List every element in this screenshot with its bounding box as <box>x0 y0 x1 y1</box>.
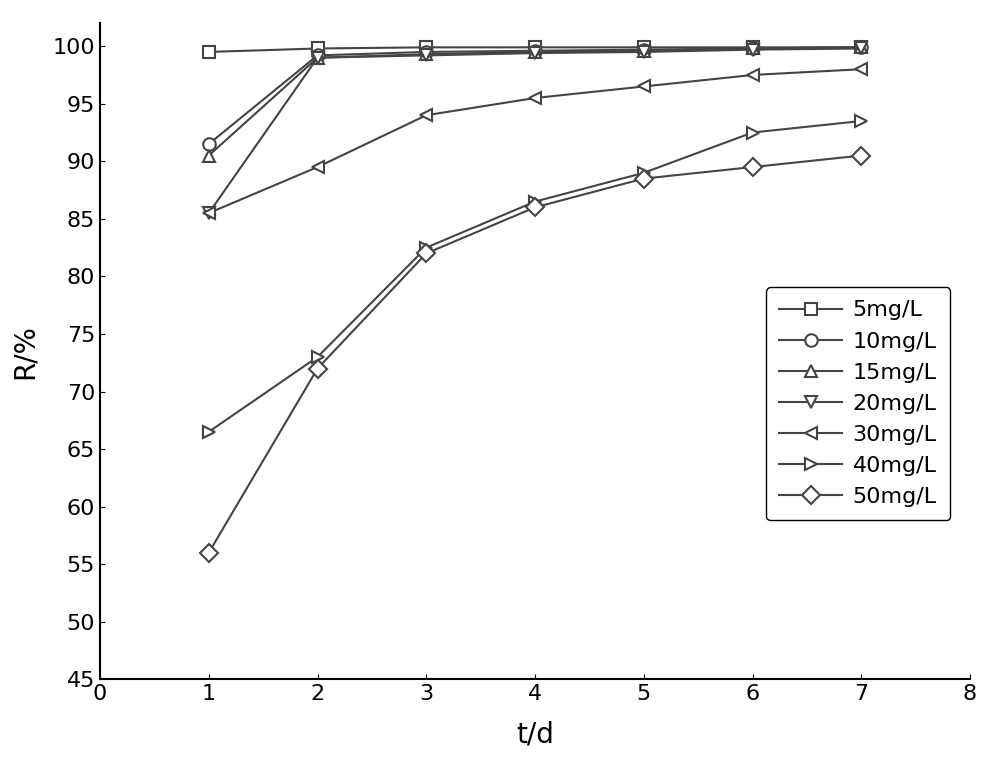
10mg/L <box>855 42 867 52</box>
5mg/L <box>529 42 541 52</box>
15mg/L <box>529 47 541 56</box>
30mg/L <box>746 70 759 80</box>
Line: 30mg/L: 30mg/L <box>202 63 868 219</box>
5mg/L <box>746 42 759 52</box>
5mg/L <box>312 44 324 53</box>
50mg/L <box>855 151 867 160</box>
50mg/L <box>638 174 650 183</box>
15mg/L <box>855 42 867 52</box>
20mg/L <box>312 53 324 63</box>
Line: 15mg/L: 15mg/L <box>202 41 868 162</box>
Line: 5mg/L: 5mg/L <box>202 41 868 58</box>
50mg/L <box>312 364 324 373</box>
30mg/L <box>638 82 650 91</box>
20mg/L <box>420 51 432 60</box>
5mg/L <box>638 42 650 52</box>
20mg/L <box>529 49 541 58</box>
30mg/L <box>529 93 541 103</box>
5mg/L <box>420 42 432 52</box>
20mg/L <box>746 45 759 54</box>
30mg/L <box>855 65 867 74</box>
30mg/L <box>203 208 215 218</box>
Line: 50mg/L: 50mg/L <box>202 149 868 559</box>
15mg/L <box>312 53 324 63</box>
Legend: 5mg/L, 10mg/L, 15mg/L, 20mg/L, 30mg/L, 40mg/L, 50mg/L: 5mg/L, 10mg/L, 15mg/L, 20mg/L, 30mg/L, 4… <box>766 287 950 520</box>
10mg/L <box>203 140 215 149</box>
Line: 40mg/L: 40mg/L <box>202 115 868 438</box>
50mg/L <box>203 548 215 557</box>
15mg/L <box>420 49 432 59</box>
10mg/L <box>746 44 759 53</box>
50mg/L <box>420 249 432 258</box>
10mg/L <box>529 46 541 56</box>
X-axis label: t/d: t/d <box>516 721 554 749</box>
30mg/L <box>312 162 324 171</box>
40mg/L <box>312 352 324 361</box>
15mg/L <box>746 44 759 53</box>
5mg/L <box>203 47 215 56</box>
30mg/L <box>420 110 432 120</box>
20mg/L <box>203 208 215 218</box>
Line: 10mg/L: 10mg/L <box>202 41 868 151</box>
20mg/L <box>855 44 867 53</box>
40mg/L <box>855 117 867 126</box>
40mg/L <box>638 168 650 178</box>
10mg/L <box>420 47 432 56</box>
20mg/L <box>638 47 650 56</box>
40mg/L <box>203 427 215 436</box>
5mg/L <box>855 42 867 52</box>
40mg/L <box>529 197 541 206</box>
15mg/L <box>203 151 215 160</box>
Y-axis label: R/%: R/% <box>11 323 39 379</box>
10mg/L <box>638 45 650 54</box>
40mg/L <box>420 243 432 252</box>
15mg/L <box>638 46 650 56</box>
50mg/L <box>746 162 759 171</box>
40mg/L <box>746 128 759 137</box>
Line: 20mg/L: 20mg/L <box>202 42 868 219</box>
10mg/L <box>312 51 324 60</box>
50mg/L <box>529 203 541 212</box>
